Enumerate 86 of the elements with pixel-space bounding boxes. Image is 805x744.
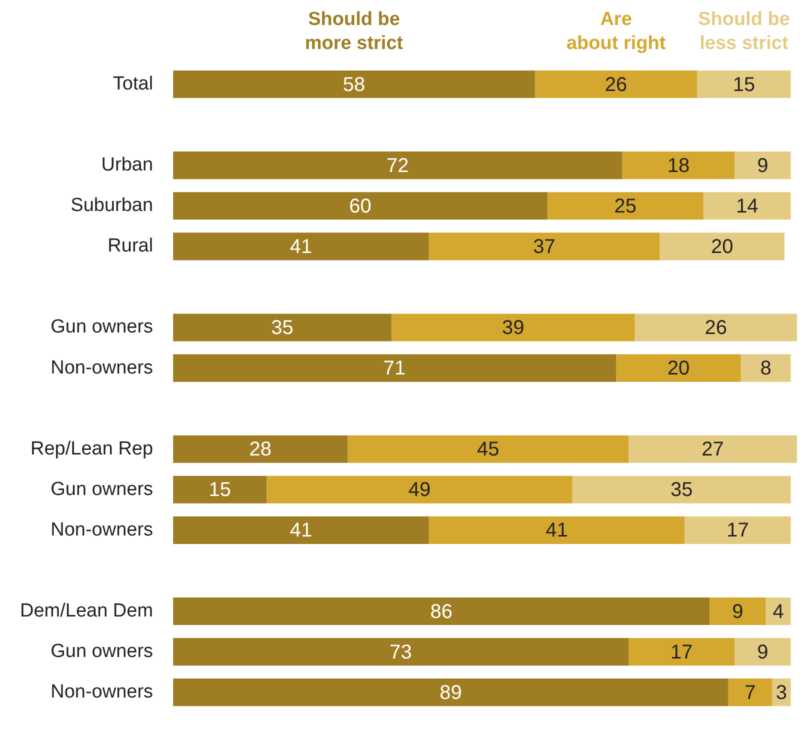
bar [547, 192, 704, 220]
data-label: 41 [290, 236, 312, 258]
bar [428, 516, 685, 544]
bar [173, 516, 429, 544]
y-tick-label: Rep/Lean Rep [30, 438, 154, 460]
bar [728, 678, 772, 706]
bar [616, 354, 741, 382]
y-tick-label: Suburban [70, 195, 154, 216]
bar [173, 314, 392, 342]
data-label: 58 [342, 74, 366, 96]
bar [173, 192, 548, 220]
data-label: 14 [736, 195, 758, 218]
bar [391, 314, 635, 342]
data-label: 41 [546, 520, 568, 542]
bar [734, 152, 791, 180]
data-label: 28 [249, 438, 272, 461]
series-label: Should be more strict [304, 9, 404, 54]
data-label: 18 [667, 154, 690, 177]
bar [266, 476, 572, 504]
bar [703, 192, 791, 220]
data-label: 35 [670, 479, 693, 502]
bar [740, 354, 791, 382]
y-tick-label: Rural [108, 236, 154, 257]
bar [684, 516, 791, 544]
data-label: 39 [502, 317, 524, 340]
data-label: 45 [477, 438, 500, 461]
bar [348, 435, 629, 463]
data-label: 73 [390, 641, 412, 664]
bar [173, 232, 429, 260]
y-tick-label: Dem/Lean Dem [20, 600, 154, 622]
y-tick-label: Gun owners [50, 316, 154, 338]
data-label: 35 [271, 317, 294, 340]
bar [173, 70, 535, 98]
bar [173, 152, 622, 180]
bar [173, 597, 710, 626]
data-label: 17 [726, 520, 749, 542]
data-label: 9 [732, 600, 744, 623]
data-label: 8 [760, 358, 772, 380]
data-label: 25 [614, 195, 637, 218]
data-label: 27 [702, 438, 724, 461]
data-label: 4 [772, 600, 784, 623]
bar [634, 314, 797, 342]
data-label: 17 [670, 641, 693, 664]
data-label: 26 [604, 74, 628, 96]
bar [628, 435, 797, 463]
data-label: 20 [711, 236, 734, 258]
data-label: 71 [383, 358, 406, 380]
bar [173, 476, 267, 504]
data-label: 26 [704, 317, 728, 340]
bar [734, 638, 791, 666]
data-label: 37 [533, 236, 556, 258]
bar [660, 232, 785, 260]
bar [766, 597, 791, 626]
y-tick-label: Gun owners [50, 478, 154, 500]
bar [710, 597, 766, 626]
data-label: 41 [290, 520, 312, 542]
data-label: 3 [776, 682, 787, 704]
data-label: 15 [208, 479, 231, 502]
data-label: 9 [757, 641, 768, 664]
bar [428, 232, 660, 260]
bar [173, 435, 348, 463]
data-label: 60 [349, 195, 372, 218]
data-label: 15 [732, 74, 756, 96]
bar [697, 70, 791, 98]
bar [628, 638, 735, 666]
data-label: 49 [408, 479, 431, 502]
bar [173, 678, 728, 706]
y-tick-label: Total [112, 74, 154, 95]
y-tick-label: Non-owners [50, 357, 154, 378]
y-tick-label: Urban [101, 154, 154, 176]
bar [173, 638, 629, 666]
data-label: 72 [386, 154, 409, 177]
y-tick-label: Non-owners [50, 519, 154, 540]
y-tick-label: Non-owners [50, 682, 154, 703]
bar [534, 70, 698, 98]
bar [622, 152, 735, 180]
series-label: Should be less strict [698, 9, 790, 54]
data-label: 7 [744, 682, 756, 704]
data-label: 20 [667, 358, 690, 380]
data-label: 9 [757, 154, 768, 177]
data-label: 89 [440, 682, 462, 704]
bar [572, 476, 791, 504]
y-tick-label: Gun owners [50, 641, 154, 662]
series-label: Are about right [566, 9, 666, 54]
data-label: 86 [430, 600, 452, 623]
bar [173, 354, 616, 382]
